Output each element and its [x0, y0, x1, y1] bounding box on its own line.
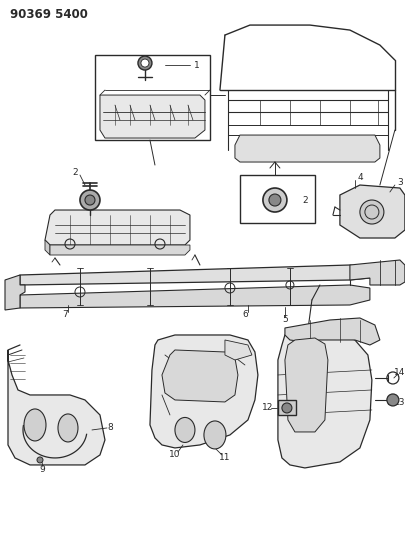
Circle shape [80, 190, 100, 210]
Polygon shape [45, 240, 50, 255]
Polygon shape [100, 95, 205, 138]
Polygon shape [224, 340, 252, 360]
Text: 11: 11 [219, 454, 230, 463]
Text: 14: 14 [393, 368, 405, 377]
Polygon shape [20, 265, 369, 285]
Polygon shape [50, 245, 190, 255]
Circle shape [268, 194, 280, 206]
Text: 4: 4 [356, 173, 362, 182]
Text: 9: 9 [39, 465, 45, 474]
Circle shape [359, 200, 383, 224]
Polygon shape [8, 350, 105, 465]
Polygon shape [234, 135, 379, 162]
Bar [277, 400, 295, 415]
Ellipse shape [58, 414, 78, 442]
Polygon shape [45, 210, 190, 245]
Polygon shape [20, 285, 369, 308]
Ellipse shape [175, 417, 194, 442]
Polygon shape [162, 350, 237, 402]
Text: 7: 7 [62, 311, 68, 319]
Ellipse shape [203, 421, 225, 449]
Text: 1: 1 [194, 61, 199, 70]
Circle shape [37, 457, 43, 463]
Circle shape [386, 394, 398, 406]
Text: 2: 2 [301, 196, 307, 205]
Circle shape [141, 59, 149, 67]
Text: 3: 3 [396, 177, 402, 187]
Text: 90369 5400: 90369 5400 [10, 8, 87, 21]
Circle shape [262, 188, 286, 212]
Polygon shape [277, 328, 371, 468]
Bar [95, 55, 209, 140]
Polygon shape [5, 275, 25, 310]
Bar [239, 175, 314, 223]
Polygon shape [339, 185, 404, 238]
Circle shape [85, 195, 95, 205]
Text: 2: 2 [72, 167, 78, 176]
Text: 5: 5 [281, 316, 287, 325]
Text: 8: 8 [107, 423, 113, 432]
Text: 10: 10 [169, 450, 180, 459]
Circle shape [281, 403, 291, 413]
Polygon shape [149, 335, 257, 448]
Text: 12: 12 [262, 403, 273, 413]
Text: 13: 13 [393, 399, 405, 407]
Polygon shape [349, 260, 404, 285]
Ellipse shape [24, 409, 46, 441]
Circle shape [138, 56, 151, 70]
Polygon shape [284, 338, 327, 432]
Text: 6: 6 [241, 311, 247, 319]
Polygon shape [284, 318, 379, 345]
